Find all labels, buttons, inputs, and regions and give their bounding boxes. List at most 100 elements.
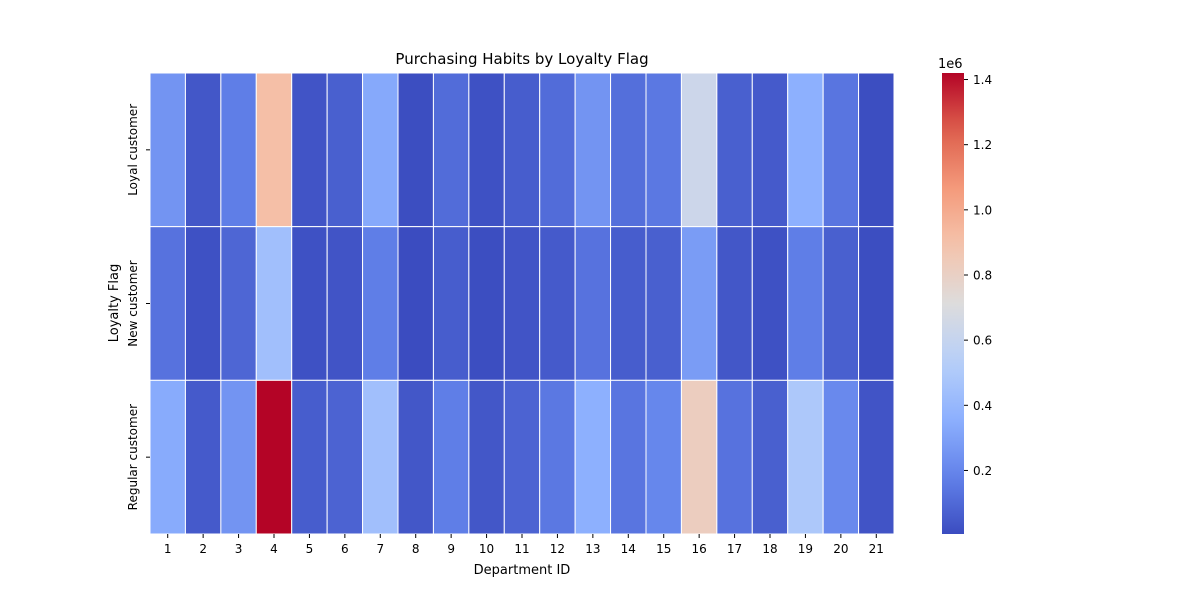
x-tick-label: 14 bbox=[621, 542, 636, 556]
colorbar-tick-label: 0.2 bbox=[973, 464, 992, 478]
heatmap-cell bbox=[787, 72, 824, 228]
colorbar-tick-label: 0.6 bbox=[973, 334, 992, 348]
y-tick-label: Regular customer bbox=[126, 404, 140, 510]
heatmap-cell bbox=[291, 72, 328, 228]
heatmap-cell bbox=[432, 72, 470, 228]
heatmap-cell bbox=[751, 72, 789, 228]
heatmap-cell bbox=[858, 226, 895, 381]
x-tick-label: 1 bbox=[164, 542, 172, 556]
x-tick-label: 17 bbox=[727, 542, 742, 556]
heatmap-cell bbox=[149, 72, 186, 228]
x-tick-label: 5 bbox=[306, 542, 314, 556]
x-tick-label: 3 bbox=[235, 542, 243, 556]
x-axis-ticks: 1 2 3 4 5 6 7 8 9 10 11 12 13 14 15 16 17 18 19 20 21 bbox=[164, 534, 884, 556]
heatmap-cell bbox=[326, 226, 364, 381]
heatmap-cell bbox=[645, 226, 682, 381]
heatmap-cell bbox=[291, 379, 328, 535]
x-tick-label: 8 bbox=[412, 542, 420, 556]
heatmap-cell bbox=[255, 379, 293, 535]
colorbar-gradient bbox=[942, 73, 964, 534]
colorbar-tick-label: 1.0 bbox=[973, 203, 992, 217]
heatmap-cell bbox=[645, 379, 682, 535]
x-tick-label: 19 bbox=[798, 542, 813, 556]
colorbar-tick-label: 1.4 bbox=[973, 73, 992, 87]
heatmap-cell bbox=[822, 72, 860, 228]
heatmap-cell bbox=[751, 379, 789, 535]
heatmap-cell bbox=[574, 226, 612, 381]
heatmap-cell bbox=[610, 379, 647, 535]
heatmap-cell bbox=[326, 72, 364, 228]
x-tick-label: 7 bbox=[376, 542, 384, 556]
heatmap-cell bbox=[787, 379, 824, 535]
heatmap-cell bbox=[716, 72, 753, 228]
heatmap-cell bbox=[220, 226, 257, 381]
heatmap-cell bbox=[432, 379, 470, 535]
heatmap-cell bbox=[787, 226, 824, 381]
x-tick-label: 16 bbox=[692, 542, 707, 556]
heatmap-cell bbox=[468, 226, 505, 381]
heatmap-cell bbox=[822, 226, 860, 381]
heatmap-cell bbox=[184, 72, 222, 228]
heatmap-cells bbox=[149, 72, 895, 535]
heatmap-cell bbox=[680, 379, 718, 535]
heatmap-cell bbox=[610, 72, 647, 228]
x-tick-label: 10 bbox=[479, 542, 494, 556]
x-tick-label: 15 bbox=[656, 542, 671, 556]
heatmap-cell bbox=[610, 226, 647, 381]
heatmap-cell bbox=[326, 379, 364, 535]
y-axis-ticks: Loyal customer New customer Regular custom… bbox=[126, 104, 150, 510]
y-axis-label: Loyalty Flag bbox=[107, 264, 122, 342]
heatmap-cell bbox=[503, 72, 541, 228]
heatmap-cell bbox=[362, 226, 399, 381]
y-tick-label: New customer bbox=[126, 260, 140, 347]
heatmap-cell bbox=[255, 72, 293, 228]
heatmap-cell bbox=[680, 226, 718, 381]
heatmap-cell bbox=[539, 72, 576, 228]
colorbar-tick-label: 1.2 bbox=[973, 138, 992, 152]
heatmap-cell bbox=[539, 226, 576, 381]
heatmap-cell bbox=[291, 226, 328, 381]
heatmap-cell bbox=[184, 379, 222, 535]
heatmap-cell bbox=[397, 379, 434, 535]
heatmap-cell bbox=[645, 72, 682, 228]
heatmap-cell bbox=[716, 379, 753, 535]
x-tick-label: 12 bbox=[550, 542, 565, 556]
heatmap-cell bbox=[468, 379, 505, 535]
heatmap-cell bbox=[574, 379, 612, 535]
heatmap-cell bbox=[539, 379, 576, 535]
heatmap-cell bbox=[822, 379, 860, 535]
heatmap-cell bbox=[255, 226, 293, 381]
heatmap-cell bbox=[858, 72, 895, 228]
x-tick-label: 18 bbox=[762, 542, 777, 556]
colorbar-multiplier: 1e6 bbox=[938, 57, 963, 72]
x-tick-label: 9 bbox=[447, 542, 455, 556]
heatmap-cell bbox=[184, 226, 222, 381]
x-tick-label: 11 bbox=[514, 542, 529, 556]
heatmap-cell bbox=[362, 72, 399, 228]
heatmap-cell bbox=[149, 226, 186, 381]
heatmap-cell bbox=[503, 379, 541, 535]
heatmap-cell bbox=[220, 379, 257, 535]
colorbar-tick-label: 0.4 bbox=[973, 399, 992, 413]
heatmap-cell bbox=[503, 226, 541, 381]
x-tick-label: 4 bbox=[270, 542, 278, 556]
heatmap-cell bbox=[858, 379, 895, 535]
x-tick-label: 2 bbox=[199, 542, 207, 556]
x-tick-label: 13 bbox=[585, 542, 600, 556]
heatmap-cell bbox=[432, 226, 470, 381]
heatmap-cell bbox=[149, 379, 186, 535]
x-tick-label: 20 bbox=[833, 542, 848, 556]
heatmap-cell bbox=[397, 226, 434, 381]
x-tick-label: 21 bbox=[869, 542, 884, 556]
x-axis-label: Department ID bbox=[474, 563, 571, 578]
chart-title: Purchasing Habits by Loyalty Flag bbox=[395, 50, 648, 68]
colorbar: 0.2 0.4 0.6 0.8 1.0 1.2 1.4 1e6 bbox=[938, 57, 992, 534]
heatmap-cell bbox=[397, 72, 434, 228]
colorbar-tick-label: 0.8 bbox=[973, 268, 992, 282]
y-tick-label: Loyal customer bbox=[126, 104, 140, 196]
heatmap-cell bbox=[716, 226, 753, 381]
heatmap-cell bbox=[220, 72, 257, 228]
heatmap-cell bbox=[680, 72, 718, 228]
x-tick-label: 6 bbox=[341, 542, 349, 556]
heatmap-cell bbox=[362, 379, 399, 535]
